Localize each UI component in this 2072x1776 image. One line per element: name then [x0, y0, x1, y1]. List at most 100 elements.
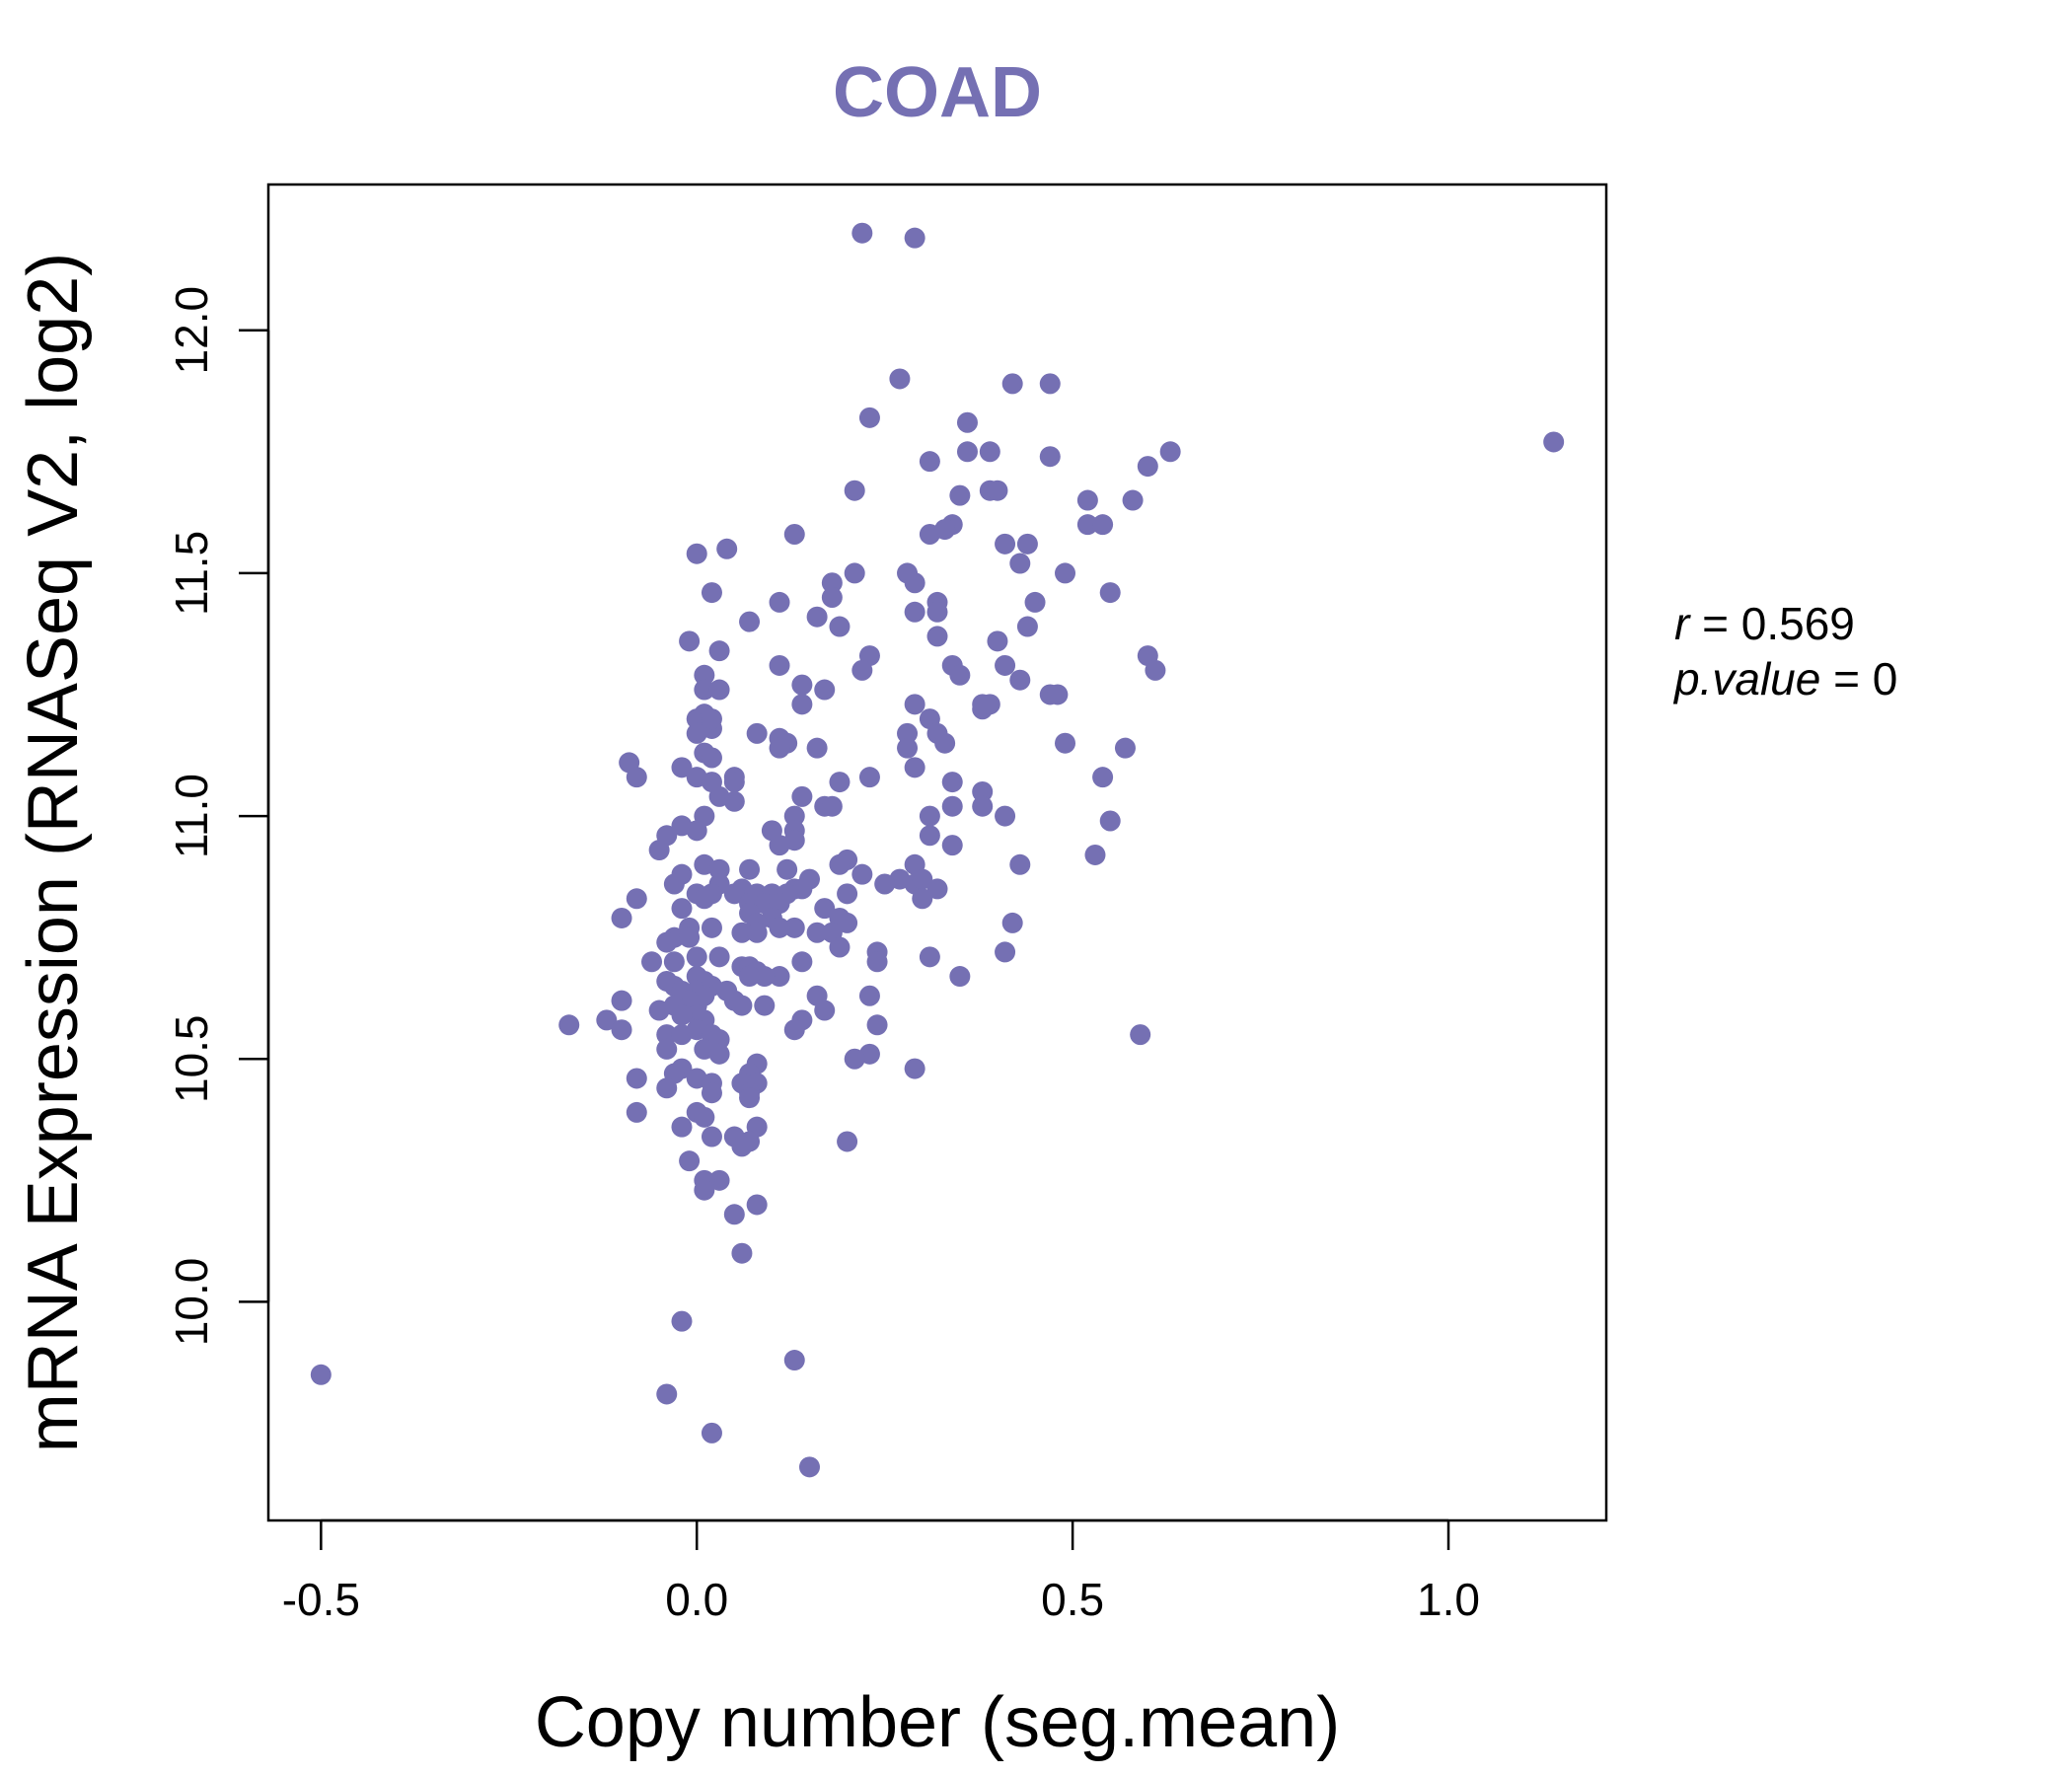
data-point [956, 441, 978, 463]
data-point [641, 951, 663, 973]
data-point [679, 630, 701, 652]
data-point [754, 966, 776, 988]
data-point [844, 1048, 865, 1070]
data-point [814, 679, 836, 701]
data-point [995, 941, 1016, 963]
data-point [708, 1169, 730, 1191]
svg-text:p.value = 0: p.value = 0 [1672, 653, 1897, 704]
data-point [926, 626, 948, 647]
data-point [611, 990, 632, 1011]
data-point [821, 795, 843, 817]
data-point [679, 926, 701, 948]
p-value: 0 [1873, 653, 1898, 704]
data-point [1055, 732, 1076, 754]
data-point [995, 654, 1016, 676]
data-point [686, 543, 707, 564]
data-point [739, 1087, 761, 1109]
data-point [694, 888, 715, 910]
data-point [746, 722, 768, 744]
data-point [746, 922, 768, 943]
data-point [858, 767, 880, 788]
data-point [731, 922, 753, 943]
data-point [746, 1194, 768, 1216]
data-point [708, 640, 730, 662]
data-point [694, 679, 715, 701]
x-tick-label: 1.0 [1417, 1574, 1480, 1625]
data-point [1009, 669, 1031, 691]
data-point [1092, 767, 1114, 788]
y-tick-label: 12.0 [166, 286, 217, 375]
data-point [919, 825, 940, 847]
data-point [979, 694, 1000, 715]
data-point [949, 664, 971, 686]
data-point [851, 863, 873, 885]
y-axis: 10.0 10.5 11.0 11.5 12.0 [166, 286, 270, 1347]
data-point [611, 907, 632, 928]
data-point [806, 737, 828, 759]
data-point [1145, 659, 1166, 681]
data-point [837, 1131, 858, 1152]
data-point [995, 533, 1016, 555]
data-point [821, 587, 843, 609]
data-point [777, 858, 798, 880]
data-point [1076, 514, 1098, 536]
data-point [912, 868, 933, 890]
data-point [941, 772, 963, 793]
data-point [814, 898, 836, 920]
data-point [941, 795, 963, 817]
data-point [1076, 489, 1098, 511]
data-point [844, 562, 865, 584]
y-tick-label: 11.0 [166, 774, 217, 858]
data-point [829, 772, 851, 793]
data-point [1114, 737, 1136, 759]
data-point [769, 591, 790, 613]
data-point [889, 368, 911, 390]
data-point [723, 772, 745, 793]
data-point [866, 1014, 888, 1036]
r-value: 0.569 [1741, 598, 1855, 649]
data-point [1039, 446, 1061, 468]
data-point [837, 912, 858, 933]
data-point [791, 694, 813, 715]
data-point [671, 757, 693, 778]
data-point [701, 708, 722, 730]
data-point [979, 441, 1000, 463]
data-point [1159, 441, 1181, 463]
data-point [897, 737, 919, 759]
data-point [814, 999, 836, 1021]
data-point [731, 1136, 753, 1157]
x-tick-label: -0.5 [282, 1574, 360, 1625]
data-point [626, 1101, 647, 1123]
data-point [851, 659, 873, 681]
data-point [912, 888, 933, 910]
data-point [926, 601, 948, 623]
data-point [783, 1019, 805, 1041]
p-label: p.value [1672, 653, 1820, 704]
data-point [919, 946, 940, 968]
data-point [731, 1242, 753, 1264]
data-point [1001, 373, 1023, 395]
data-point [671, 1004, 693, 1026]
data-point [708, 946, 730, 968]
data-point [679, 1150, 701, 1172]
data-point [956, 411, 978, 433]
data-point [656, 931, 678, 953]
y-tick-label: 10.0 [166, 1258, 217, 1347]
data-point [701, 1126, 722, 1147]
data-point [926, 878, 948, 900]
data-point [671, 1024, 693, 1046]
data-point [791, 674, 813, 696]
data-point [739, 858, 761, 880]
data-point [1039, 373, 1061, 395]
data-point [708, 858, 730, 880]
data-point [558, 1014, 580, 1036]
data-point [769, 737, 790, 759]
data-point [904, 1058, 925, 1079]
data-point [701, 747, 722, 769]
data-point [791, 785, 813, 807]
data-point [904, 572, 925, 594]
data-point [949, 966, 971, 988]
data-point [1099, 582, 1121, 604]
data-point [648, 840, 670, 861]
